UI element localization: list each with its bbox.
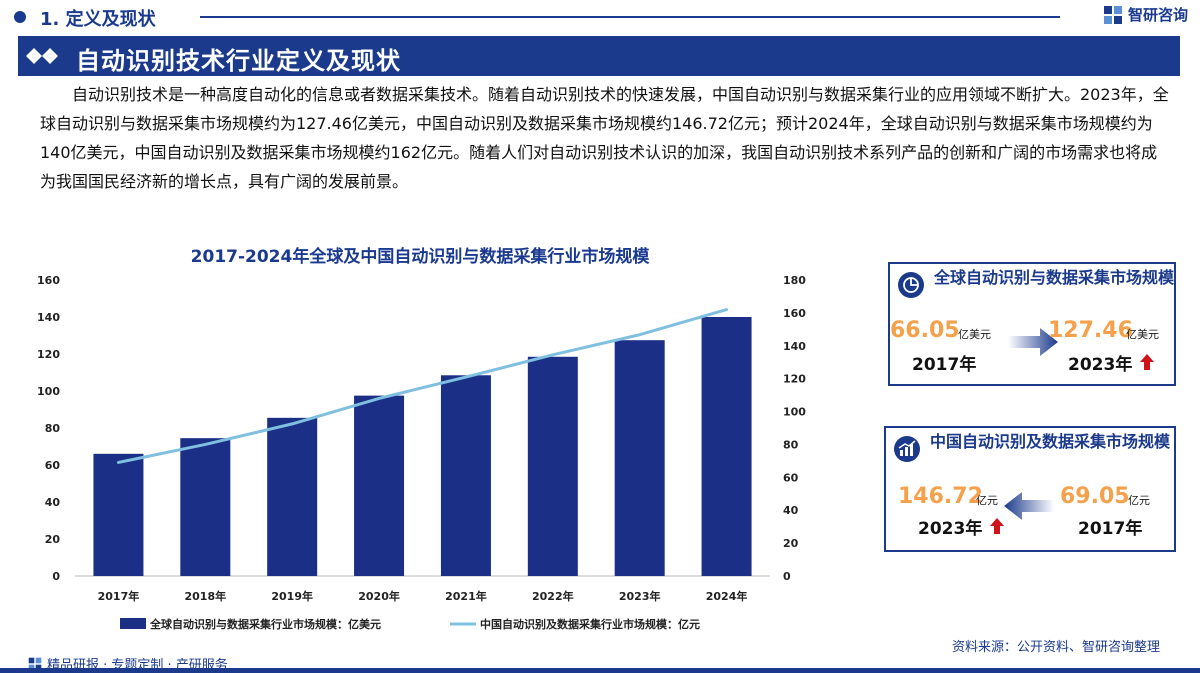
china-summary-card: 中国自动识别及数据采集市场规模 146.72 亿元 2023年 69.05 亿元… [884,426,1176,552]
top-rule [200,16,1060,18]
y-right-tick-label: 80 [783,438,799,451]
global-card-title: 全球自动识别与数据采集市场规模 [934,268,1175,287]
y-right-tick-label: 120 [783,373,806,386]
y-left-tick-label: 100 [37,385,60,398]
x-tick-label: 2022年 [532,589,574,603]
globe-chart-icon [898,272,924,298]
section-dot-icon [14,11,26,23]
y-right-tick-label: 180 [783,274,806,287]
series-line [116,308,729,464]
global-2023-year: 2023年 [1068,355,1133,375]
y-right-tick-label: 100 [783,406,806,419]
brand-name: 智研咨询 [1127,6,1188,24]
legend-label: 全球自动识别与数据采集行业市场规模：亿美元 [149,617,381,631]
global-2017-year: 2017年 [912,355,977,375]
china-card-title: 中国自动识别及数据采集市场规模 [930,432,1171,451]
bar [614,340,665,576]
brand-logo-icon [1103,5,1122,24]
bar-chart-icon [894,436,920,462]
y-right-tick-label: 0 [783,570,791,583]
china-2017-value: 69.05 [1060,484,1130,509]
china-2023-value: 146.72 [898,484,983,509]
y-right-tick-label: 40 [783,504,799,517]
bar [180,438,231,576]
y-left-tick-label: 40 [45,496,61,509]
page-title: 自动识别技术行业定义及现状 [76,47,401,75]
y-left-tick-label: 80 [45,422,61,435]
global-2023-unit: 亿美元 [1126,328,1159,341]
y-right-tick-label: 160 [783,307,806,320]
section-label: 1. 定义及现状 [40,9,156,30]
bar [354,395,405,576]
bar [701,317,752,576]
brand: 智研咨询 [1103,4,1188,25]
x-tick-label: 2024年 [706,589,748,603]
legend-label: 中国自动识别及数据采集行业市场规模：亿元 [480,617,700,631]
up-arrow-icon [1140,354,1154,370]
title-bar: 自动识别技术行业定义及现状 [18,36,1180,76]
top-bar: 1. 定义及现状 智研咨询 [0,0,1200,34]
global-summary-card: 全球自动识别与数据采集市场规模 66.05 亿美元 2017年 127.46 亿… [888,262,1176,386]
arrow-left-icon [1004,492,1054,520]
x-tick-label: 2023年 [619,589,661,603]
x-tick-label: 2021年 [445,589,487,603]
y-left-tick-label: 120 [37,348,60,361]
x-tick-label: 2019年 [271,589,313,603]
china-2023-unit: 亿元 [976,494,998,507]
brand-logo-icon [28,657,42,670]
legend-swatch-bar [120,618,146,629]
y-right-tick-label: 60 [783,471,799,484]
bar [93,453,144,576]
china-2017-unit: 亿元 [1128,494,1150,507]
y-left-tick-label: 60 [45,459,61,472]
x-tick-label: 2018年 [185,589,227,603]
up-arrow-icon [990,518,1004,534]
diamond-icon [26,48,58,64]
y-left-tick-label: 20 [45,533,61,546]
y-right-tick-label: 20 [783,537,799,550]
chart-title: 2017-2024年全球及中国自动识别与数据采集行业市场规模 [190,247,650,267]
source-note: 资料来源：公开资料、智研咨询整理 [951,640,1160,655]
bar [267,417,318,576]
y-left-tick-label: 0 [52,570,60,583]
bottom-rule [0,668,1200,673]
arrow-right-icon [1008,328,1058,356]
y-left-tick-label: 140 [37,311,60,324]
china-2023-year: 2023年 [918,519,983,539]
intro-text: 自动识别技术是一种高度自动化的信息或者数据采集技术。随着自动识别技术的快速发展，… [40,80,1170,196]
bar [440,375,491,576]
china-2017-year: 2017年 [1078,519,1143,539]
bar [527,356,578,576]
global-2017-value: 66.05 [890,318,960,343]
global-2023-value: 127.46 [1048,318,1133,343]
y-left-tick-label: 160 [37,274,60,287]
x-tick-label: 2020年 [358,589,400,603]
y-right-tick-label: 140 [783,340,806,353]
x-tick-label: 2017年 [98,589,140,603]
intro-paragraph: 自动识别技术是一种高度自动化的信息或者数据采集技术。随着自动识别技术的快速发展，… [40,85,1169,191]
global-2017-unit: 亿美元 [958,328,991,341]
market-size-chart: 0 20 40 60 80 100 120 140 160 0 20 40 60 80 100 120 140 1… [37,274,806,631]
